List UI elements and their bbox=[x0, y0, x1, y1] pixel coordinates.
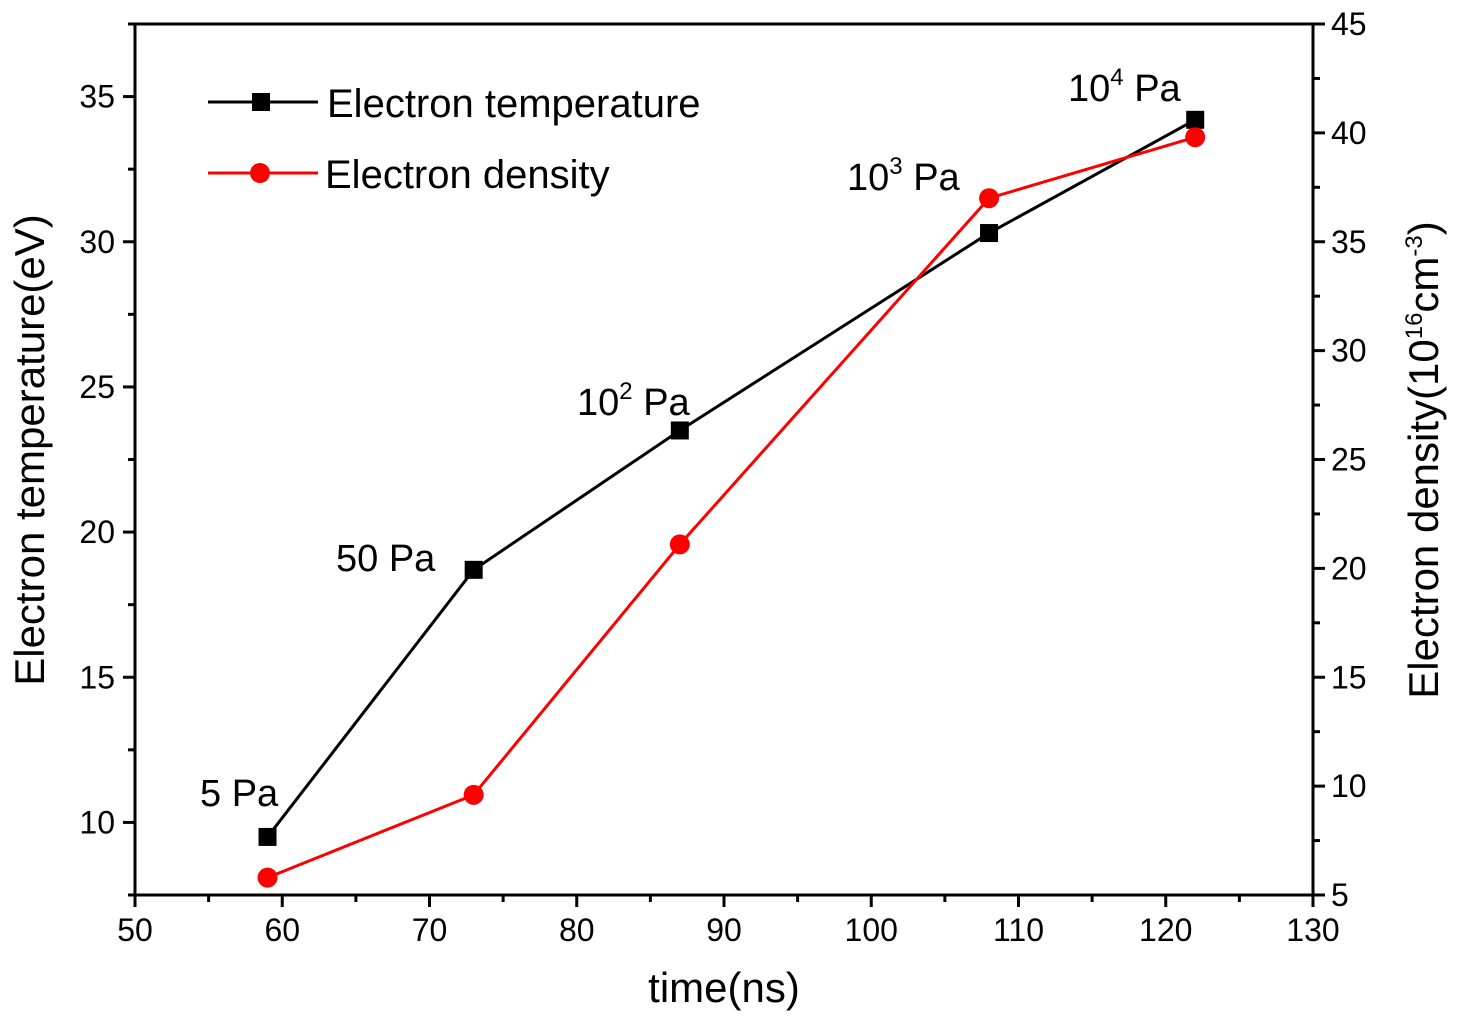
x-tick-label: 70 bbox=[412, 912, 448, 948]
data-point-circle bbox=[257, 867, 278, 888]
data-point-square bbox=[464, 560, 483, 579]
y-right-tick-label: 5 bbox=[1331, 877, 1349, 913]
y-right-title-part2: cm bbox=[1400, 257, 1447, 313]
x-tick-label: 90 bbox=[706, 912, 742, 948]
x-tick-label: 100 bbox=[845, 912, 898, 948]
y-right-tick-label: 35 bbox=[1331, 224, 1367, 260]
data-point-square bbox=[980, 224, 999, 243]
series-electron-density bbox=[257, 127, 1206, 888]
data-point-circle bbox=[979, 188, 1000, 209]
annotation-5-pa: 5 Pa bbox=[200, 773, 279, 815]
y-left-axis-title: Electron temperature(eV) bbox=[6, 214, 53, 686]
series-line bbox=[266, 118, 1196, 838]
legend-marker-temperature bbox=[252, 93, 270, 111]
y-right-title-part1: Electron density(10 bbox=[1400, 339, 1447, 699]
legend: Electron temperature Electron density bbox=[208, 82, 701, 197]
x-tick-label: 130 bbox=[1286, 912, 1339, 948]
x-tick-label: 80 bbox=[559, 912, 595, 948]
series-line bbox=[266, 135, 1196, 879]
data-point-square bbox=[258, 827, 277, 846]
y-left-tick-label: 10 bbox=[79, 804, 115, 840]
legend-label-temperature: Electron temperature bbox=[327, 82, 701, 126]
tick-labels: 50 60 70 80 90 100 110 120 130 10 15 20 25 30 35 5 10 15 2… bbox=[79, 6, 1366, 948]
y-right-tick-label: 10 bbox=[1331, 768, 1367, 804]
y-left-tick-label: 35 bbox=[79, 79, 115, 115]
annotation-1000-pa: 103 Pa bbox=[847, 153, 961, 199]
annotation-100-pa: 102 Pa bbox=[577, 378, 691, 424]
axis-ticks bbox=[123, 22, 1325, 907]
y-right-title-sup1: 16 bbox=[1401, 313, 1428, 340]
y-left-tick-label: 20 bbox=[79, 514, 115, 550]
data-point-square bbox=[670, 421, 689, 440]
pressure-annotations: 5 Pa 50 Pa 102 Pa 103 Pa 104 Pa bbox=[200, 64, 1182, 815]
y-right-tick-label: 20 bbox=[1331, 550, 1367, 586]
data-point-circle bbox=[1185, 127, 1206, 148]
y-right-tick-label: 15 bbox=[1331, 659, 1367, 695]
series-electron-temperature bbox=[258, 110, 1205, 846]
y-left-tick-label: 30 bbox=[79, 224, 115, 260]
y-right-title-sup2: -3 bbox=[1401, 235, 1428, 256]
x-tick-label: 110 bbox=[993, 912, 1044, 948]
y-right-tick-label: 25 bbox=[1331, 442, 1367, 478]
data-point-square bbox=[1186, 110, 1205, 129]
y-right-tick-label: 40 bbox=[1331, 115, 1367, 151]
legend-marker-density bbox=[250, 163, 270, 183]
y-right-tick-label: 30 bbox=[1331, 333, 1367, 369]
x-tick-label: 50 bbox=[117, 912, 153, 948]
x-tick-label: 120 bbox=[1139, 912, 1192, 948]
x-axis-title: time(ns) bbox=[648, 964, 800, 1011]
y-right-title-part3: ) bbox=[1400, 221, 1447, 235]
annotation-50-pa: 50 Pa bbox=[336, 538, 436, 580]
y-right-tick-label: 45 bbox=[1331, 6, 1367, 42]
annotation-10000-pa: 104 Pa bbox=[1068, 64, 1182, 110]
data-point-circle bbox=[463, 784, 484, 805]
legend-label-density: Electron density bbox=[325, 153, 610, 197]
y-left-tick-label: 25 bbox=[79, 369, 115, 405]
data-point-circle bbox=[669, 534, 690, 555]
x-tick-label: 60 bbox=[264, 912, 300, 948]
y-left-tick-label: 15 bbox=[79, 659, 115, 695]
y-right-axis-title: Electron density(1016cm-3) bbox=[1400, 221, 1447, 699]
